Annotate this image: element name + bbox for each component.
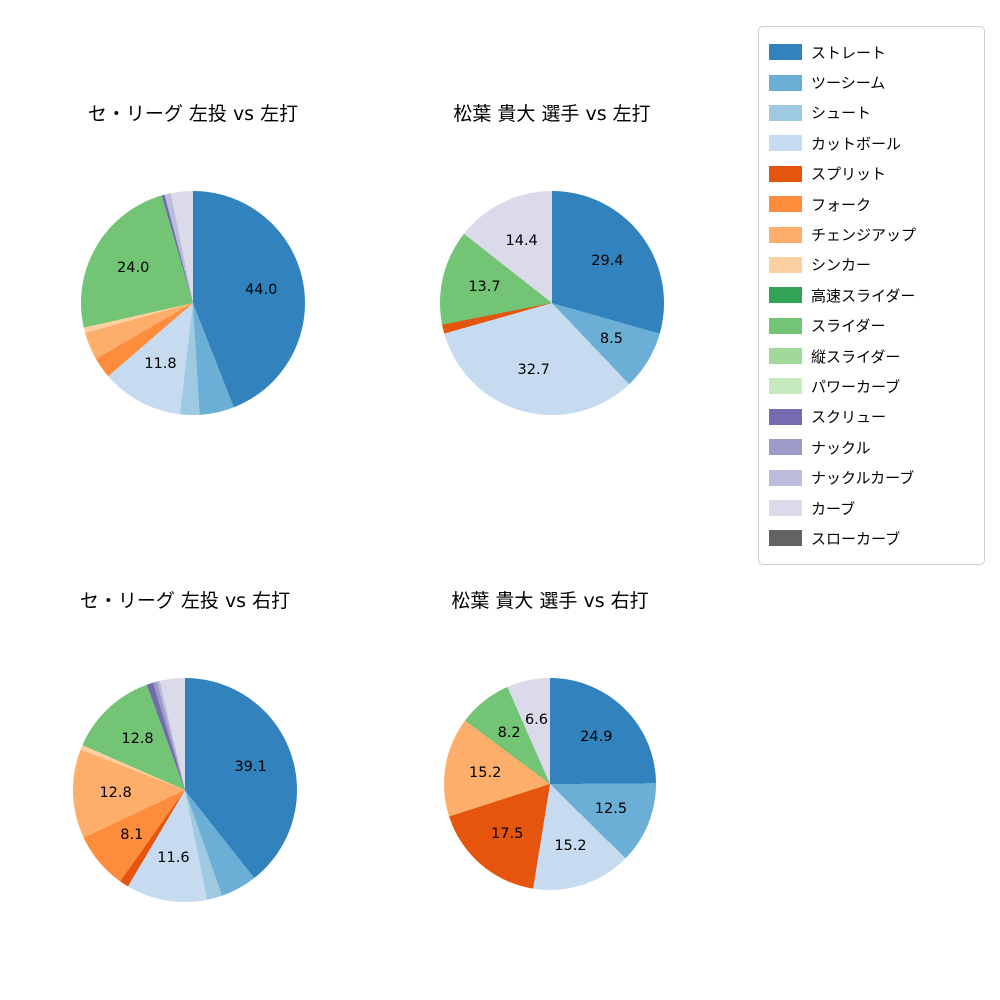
legend-swatch-icon xyxy=(769,408,802,425)
legend-item: シンカー xyxy=(769,250,974,280)
pie-graphic: 24.9 12.5 15.2 17.5 15.2 8.2 6.6 xyxy=(444,678,656,890)
slice-value-label: 39.1 xyxy=(234,759,267,776)
pie-graphic: 44.0 11.8 24.0 xyxy=(81,191,305,415)
legend-swatch-icon xyxy=(769,196,802,213)
legend-swatch-icon xyxy=(769,135,802,152)
slice-value-label: 8.5 xyxy=(599,330,623,347)
legend-label: ストレート xyxy=(811,43,887,62)
slice-value-label: 11.6 xyxy=(157,850,190,867)
pie-league-vs-lhb: セ・リーグ 左投 vs 左打 44.0 11.8 24.0 xyxy=(81,101,305,415)
legend-swatch-icon xyxy=(769,256,802,273)
pie-league-vs-rhb: セ・リーグ 左投 vs 右打 39.1 11.6 8.1 12.8 12.8 xyxy=(73,588,297,902)
legend-swatch-icon xyxy=(769,469,802,486)
slice-value-label: 8.1 xyxy=(120,826,144,843)
legend-item: スローカーブ xyxy=(769,523,974,553)
legend-label: シュート xyxy=(811,104,872,123)
slice-value-label: 8.2 xyxy=(497,724,521,741)
legend-label: フォーク xyxy=(811,195,872,214)
slice-value-label: 12.8 xyxy=(121,731,154,748)
legend-swatch-icon xyxy=(769,44,802,61)
slice-value-label: 14.4 xyxy=(505,232,538,249)
slice-value-label: 29.4 xyxy=(591,253,624,270)
chart-title: 松葉 貴大 選手 vs 右打 xyxy=(451,590,649,612)
legend-label: ナックル xyxy=(811,438,871,457)
legend-swatch-icon xyxy=(769,378,802,395)
legend-item: シュート xyxy=(769,98,974,128)
legend-swatch-icon xyxy=(769,439,802,456)
slice-value-label: 15.2 xyxy=(554,838,587,855)
legend-item: スクリュー xyxy=(769,402,974,432)
legend-label: カットボール xyxy=(811,134,902,153)
slice-value-label: 15.2 xyxy=(469,765,502,782)
legend-item: 縦スライダー xyxy=(769,341,974,371)
legend-swatch-icon xyxy=(769,226,802,243)
slice-value-label: 24.0 xyxy=(117,259,150,276)
chart-title: セ・リーグ 左投 vs 右打 xyxy=(79,590,291,612)
legend-label: チェンジアップ xyxy=(811,226,917,245)
legend-label: シンカー xyxy=(811,256,872,275)
legend-label: スプリット xyxy=(811,165,887,184)
legend-label: スライダー xyxy=(811,317,886,336)
legend-label: スクリュー xyxy=(811,408,887,427)
legend-swatch-icon xyxy=(769,530,802,547)
legend-swatch-icon xyxy=(769,287,802,304)
legend-item: ナックルカーブ xyxy=(769,462,974,492)
legend-label: 縦スライダー xyxy=(811,347,901,366)
slice-value-label: 11.8 xyxy=(144,356,177,373)
slice-value-label: 6.6 xyxy=(524,711,548,728)
chart-title: 松葉 貴大 選手 vs 左打 xyxy=(453,103,651,125)
legend-item: 高速スライダー xyxy=(769,280,974,310)
legend-label: カーブ xyxy=(811,499,856,518)
chart-title: セ・リーグ 左投 vs 左打 xyxy=(87,103,299,125)
slice-value-label: 12.5 xyxy=(594,800,628,817)
legend-item: スプリット xyxy=(769,159,974,189)
legend-label: パワーカーブ xyxy=(811,377,901,396)
legend-item: ツーシーム xyxy=(769,67,974,97)
legend-item: カットボール xyxy=(769,128,974,158)
legend-swatch-icon xyxy=(769,500,802,517)
legend-item: チェンジアップ xyxy=(769,219,974,249)
legend-item: スライダー xyxy=(769,311,974,341)
legend-swatch-icon xyxy=(769,317,802,334)
slice-value-label: 12.8 xyxy=(99,784,132,801)
legend-item: カーブ xyxy=(769,493,974,523)
pie-graphic: 39.1 11.6 8.1 12.8 12.8 xyxy=(73,678,297,902)
pie-graphic: 29.4 8.5 32.7 13.7 14.4 xyxy=(440,191,664,415)
legend: ストレートツーシームシュートカットボール スプリットフォークチェンジアップ シンカー… xyxy=(758,26,985,565)
legend-label: スローカーブ xyxy=(811,529,901,548)
legend-swatch-icon xyxy=(769,165,802,182)
legend-label: 高速スライダー xyxy=(811,286,916,305)
slice-value-label: 32.7 xyxy=(517,361,550,378)
slice-value-label: 24.9 xyxy=(580,729,613,746)
legend-label: ナックルカーブ xyxy=(811,469,915,488)
legend-item: ナックル xyxy=(769,432,974,462)
pie-matsuba-vs-rhb: 松葉 貴大 選手 vs 右打 24.9 12.5 15.2 17.5 15.2 8.2 6.… xyxy=(444,588,656,890)
legend-swatch-icon xyxy=(769,104,802,121)
legend-swatch-icon xyxy=(769,348,802,365)
legend-swatch-icon xyxy=(769,74,802,91)
legend-item: フォーク xyxy=(769,189,974,219)
legend-label: ツーシーム xyxy=(811,74,886,93)
pie-matsuba-vs-lhb: 松葉 貴大 選手 vs 左打 29.4 8.5 32.7 13.7 14.4 xyxy=(440,101,664,415)
slice-value-label: 13.7 xyxy=(468,278,501,295)
legend-item: パワーカーブ xyxy=(769,371,974,401)
legend-item: ストレート xyxy=(769,37,974,67)
slice-value-label: 44.0 xyxy=(245,282,278,299)
slice-value-label: 17.5 xyxy=(491,825,524,842)
